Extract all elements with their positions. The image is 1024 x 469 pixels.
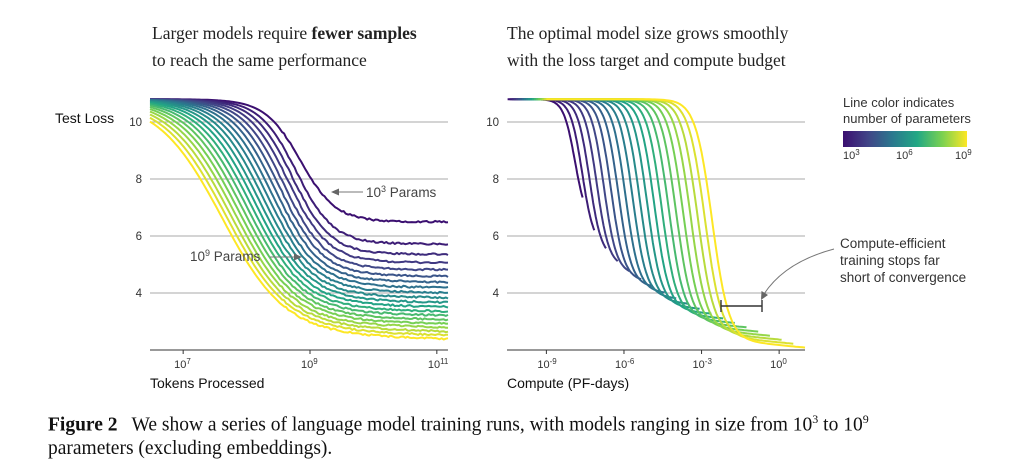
- right-x-axis-label: Compute (PF-days): [507, 375, 629, 391]
- annotation-line1: Compute-efficient: [840, 236, 946, 251]
- legend: Line color indicates number of parameter…: [843, 95, 972, 162]
- series-line: [507, 98, 584, 198]
- legend-title-line1: Line color indicates: [843, 95, 955, 110]
- y-tick-label: 8: [136, 174, 142, 186]
- series-line: [149, 110, 449, 329]
- series-line: [149, 106, 449, 322]
- y-tick-label: 6: [493, 231, 499, 243]
- annotation-smallest-model: 103 Params: [331, 184, 437, 200]
- series-line: [149, 102, 449, 313]
- series-line: [149, 101, 449, 309]
- left-x-tick-labels: 107 109 1011: [174, 350, 449, 371]
- y-tick-label: 8: [493, 174, 499, 186]
- x-tick-label: 100: [770, 357, 787, 371]
- right-x-tick-labels: 10-9 10-6 10-3 100: [537, 350, 787, 371]
- y-tick-label: 4: [136, 288, 143, 300]
- caption-text-a: We show a series of language model train…: [131, 414, 813, 436]
- series-line: [149, 100, 449, 304]
- x-tick-label: 10-9: [537, 357, 557, 371]
- y-tick-label: 10: [486, 117, 499, 129]
- series-line: [149, 113, 449, 334]
- legend-tick-label: 106: [896, 148, 913, 162]
- x-tick-label: 107: [174, 357, 191, 371]
- series-line: [150, 98, 449, 272]
- legend-tick-label: 109: [955, 148, 972, 162]
- series-line: [149, 108, 449, 325]
- caption-sup-a: 3: [812, 412, 819, 426]
- legend-tick-label: 103: [843, 148, 860, 162]
- left-series-lines: [149, 98, 449, 341]
- series-line: [149, 98, 449, 278]
- y-tick-label: 10: [129, 117, 142, 129]
- caption-sup-b: 9: [862, 412, 869, 426]
- legend-colorbar: [843, 131, 967, 147]
- series-line: [149, 99, 449, 295]
- series-line: [542, 98, 782, 341]
- x-tick-label: 109: [301, 357, 318, 371]
- series-line: [150, 98, 449, 265]
- x-tick-label: 10-6: [615, 357, 635, 371]
- legend-title-line2: number of parameters: [843, 111, 971, 126]
- right-panel-title-line1: The optimal model size grows smoothly: [507, 23, 789, 43]
- series-line: [149, 100, 449, 300]
- caption-label: Figure 2: [48, 414, 118, 436]
- series-line: [149, 99, 449, 289]
- series-line: [509, 98, 596, 231]
- caption-text-b: to 10: [818, 414, 863, 436]
- left-panel-title-line1: Larger models require fewer samples: [152, 23, 417, 43]
- left-x-axis-label: Tokens Processed: [150, 375, 264, 391]
- legend-tick-labels: 103 106 109: [843, 148, 972, 162]
- figure-caption: Figure 2 We show a series of language mod…: [48, 408, 998, 460]
- right-y-tick-labels: 10 8 6 4: [486, 117, 499, 300]
- x-tick-label: 1011: [428, 357, 449, 371]
- right-panel-title-line2: with the loss target and compute budget: [507, 50, 786, 70]
- caption-line2: parameters (excluding embeddings).: [48, 437, 333, 459]
- series-line: [546, 98, 806, 349]
- series-line: [149, 116, 448, 337]
- annotation-line2: training stops far: [840, 253, 940, 268]
- compute-efficient-bracket: [720, 300, 763, 312]
- y-tick-label: 6: [136, 231, 142, 243]
- annotation-1e3-params: 103 Params: [366, 184, 437, 200]
- series-line: [149, 120, 449, 341]
- y-tick-label: 4: [493, 288, 500, 300]
- left-y-tick-labels: 10 8 6 4: [129, 117, 142, 300]
- annotation-1e9-params: 109 Params: [190, 248, 261, 264]
- series-line: [149, 98, 449, 284]
- right-grid: [507, 121, 805, 294]
- x-tick-label: 10-3: [693, 357, 713, 371]
- annotation-line3: short of convergence: [840, 270, 966, 285]
- left-y-axis-label: Test Loss: [55, 110, 114, 126]
- annotation-compute-efficient: Compute-efficient training stops far sho…: [761, 236, 966, 300]
- left-panel-title-line2: to reach the same performance: [152, 50, 367, 70]
- series-line: [149, 104, 449, 317]
- right-series-lines: [507, 98, 806, 349]
